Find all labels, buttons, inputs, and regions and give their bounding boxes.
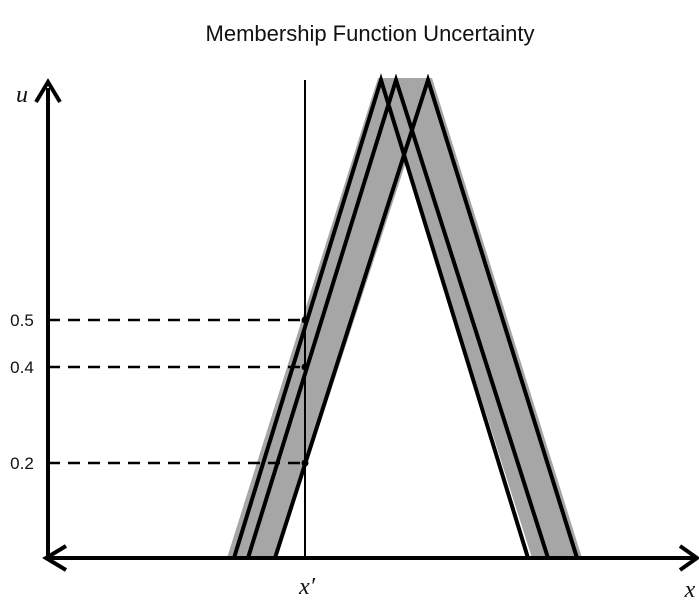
membership-function-left — [232, 73, 530, 559]
diagram-title: Membership Function Uncertainty — [206, 21, 535, 46]
tick-label-0.5: 0.5 — [10, 311, 34, 330]
membership-function-middle — [246, 73, 550, 559]
intersection-point-0.5 — [301, 316, 309, 324]
intersection-point-0.4 — [301, 363, 309, 371]
intersection-point-0.2 — [301, 459, 309, 467]
x-prime-label: x′ — [298, 574, 316, 600]
x-axis-right-arrowhead — [678, 544, 699, 572]
tick-label-0.2: 0.2 — [10, 454, 34, 473]
x-axis-left-arrowhead — [42, 544, 68, 572]
x-axis-label: x — [684, 577, 696, 602]
y-axis-arrowhead — [34, 78, 62, 104]
tick-label-0.4: 0.4 — [10, 358, 34, 377]
y-axis-label: u — [16, 82, 28, 108]
membership-function-right — [273, 73, 579, 559]
